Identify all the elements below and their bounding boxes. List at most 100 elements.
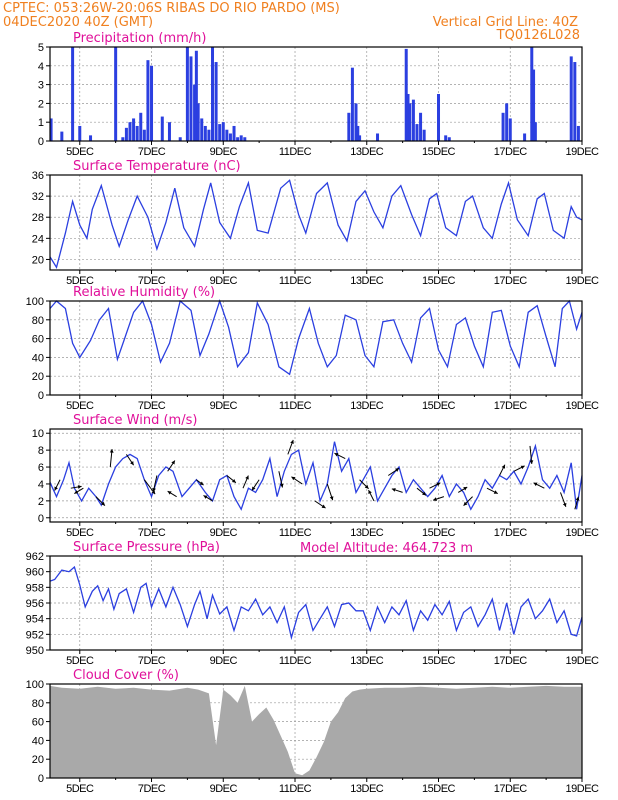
x-tick-label: 15DEC [422,275,456,287]
panel-title-temp: Surface Temperature (nC) [73,159,241,174]
wind-arrow [278,471,284,488]
x-tick-label: 5DEC [66,400,94,412]
x-tick-label: 15DEC [422,783,456,795]
precip-bar [160,116,164,141]
precip-bar [71,47,75,141]
y-tick-label: 10 [32,428,44,440]
precip-bar [200,118,204,141]
precip-bar [194,50,198,142]
y-tick-label: 100 [26,679,44,691]
y-tick-label: 956 [26,598,44,610]
precip-bar [419,112,423,141]
x-tick-label: 15DEC [422,655,456,667]
x-tick-label: 13DEC [350,655,384,667]
precip-bar [146,60,150,141]
x-tick-label: 9DEC [210,783,238,795]
y-tick-label: 950 [26,645,44,657]
x-tick-label: 17DEC [494,527,528,539]
precip-bar [142,129,146,141]
rh-series-line [49,298,583,376]
x-tick-label: 7DEC [138,527,166,539]
x-tick-label: 7DEC [138,146,166,158]
y-tick-label: 40 [32,735,44,747]
precip-bar [569,56,573,141]
panel-frame [49,300,583,396]
precip-bar [508,118,512,141]
precip-bar [128,122,132,141]
header-line1: CPTEC: 053:26W-20:06S RIBAS DO RIO PARDO… [3,1,340,16]
x-tick-label: 7DEC [138,655,166,667]
precip-bar [225,129,229,141]
precip-bar [211,47,215,141]
x-tick-label: 7DEC [138,275,166,287]
panel-rh: 0 20 40 60 80 100 5DEC 7DEC 9DEC 11DEC 13DEC 15DEC 1… [26,285,600,412]
wind-series-line [49,441,583,511]
precip-bar [221,122,225,141]
y-tick-label: 962 [26,551,44,563]
precip-bar [350,67,354,141]
x-tick-label: 9DEC [210,527,238,539]
wind-arrow [359,479,369,490]
precip-bar [415,124,419,141]
header-model-code: TQ0126L028 [496,28,580,43]
precip-bar [354,103,358,141]
wind-arrow [291,476,303,485]
precip-bar [376,133,380,141]
y-tick-label: 80 [32,698,44,710]
wind-arrow [203,495,213,502]
precip-bar [505,103,509,141]
y-tick-label: 36 [32,170,44,182]
panel-frame [49,683,583,779]
x-tick-label: 5DEC [66,783,94,795]
precip-bar [243,137,247,141]
precip-bar [236,137,240,141]
precip-bar [232,125,236,141]
x-tick-label: 19DEC [566,400,600,412]
wind-arrow [560,492,567,507]
x-tick-label: 11DEC [279,146,312,158]
panel-pres: 950 952 954 956 958 960 962 5DEC 7DEC 9DEC 11DEC 13… [26,540,600,667]
x-tick-label: 19DEC [566,527,600,539]
x-tick-label: 9DEC [210,275,238,287]
wind-arrow [457,486,468,493]
y-tick-label: 100 [26,296,44,308]
wind-arrow [463,496,473,506]
x-tick-label: 7DEC [138,783,166,795]
wind-arrow [70,485,82,489]
y-tick-label: 958 [26,582,44,594]
precip-bar [444,135,448,141]
y-tick-label: 24 [32,233,44,245]
y-tick-label: 2 [38,496,44,508]
precip-bar [203,125,207,141]
precip-bar [501,112,505,141]
y-tick-label: 3 [38,80,44,92]
header-date: 04DEC2020 40Z (GMT) [3,15,153,30]
precip-bar [408,103,412,141]
precip-bar [89,135,93,141]
precip-bar [193,84,197,141]
precip-bar [124,127,128,141]
panels-layer: 0 1 2 3 4 5 5DEC 7DEC 9DEC 11DEC 13DEC 15DEC 17DEC 19… [26,31,600,795]
y-tick-label: 60 [32,717,44,729]
precip-bar [239,135,243,141]
wind-arrow [416,487,427,496]
x-tick-label: 17DEC [494,783,528,795]
wind-arrow [109,448,114,468]
wind-arrow [388,467,400,476]
y-tick-label: 1 [38,117,44,129]
x-tick-label: 11DEC [279,527,312,539]
precip-bar [422,129,426,141]
y-tick-label: 32 [32,191,44,203]
x-tick-label: 7DEC [138,400,166,412]
x-tick-label: 5DEC [66,655,94,667]
wind-arrow [242,475,249,489]
precip-bar [573,62,577,141]
panel-cloud: 0 20 40 60 80 100 5DEC 7DEC 9DEC 11DEC 13DEC 15DEC 1… [26,668,600,795]
x-tick-label: 15DEC [422,527,456,539]
x-tick-label: 17DEC [494,400,528,412]
model-altitude: Model Altitude: 464.723 m [300,541,473,556]
x-tick-label: 5DEC [66,527,94,539]
pres-series-line [49,565,583,641]
precip-bar [207,129,211,141]
